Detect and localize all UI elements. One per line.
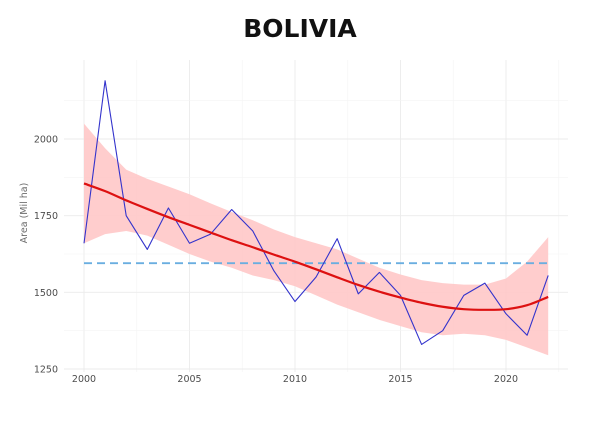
grid <box>64 60 568 372</box>
y-tick-label: 1250 <box>34 365 58 376</box>
y-tick-label: 1750 <box>34 211 58 222</box>
y-axis-label: Area (Mil ha) <box>19 183 30 244</box>
axis-labels: 2000 2005 2010 2015 2020 1250 1500 1750 2000 Area… <box>19 135 518 386</box>
smoothed-trend-line <box>83 182 549 311</box>
y-tick-label: 1500 <box>34 288 58 299</box>
chart-title: BOLIVIA <box>243 14 357 43</box>
x-tick-label: 2015 <box>388 374 412 385</box>
series-layer <box>83 80 549 346</box>
x-tick-label: 2020 <box>494 374 518 385</box>
x-tick-label: 2010 <box>283 374 307 385</box>
confidence-band-layer <box>84 123 549 356</box>
confidence-band <box>84 123 549 356</box>
x-tick-label: 2005 <box>177 374 201 385</box>
y-tick-label: 2000 <box>34 135 58 146</box>
x-tick-label: 2000 <box>72 374 96 385</box>
